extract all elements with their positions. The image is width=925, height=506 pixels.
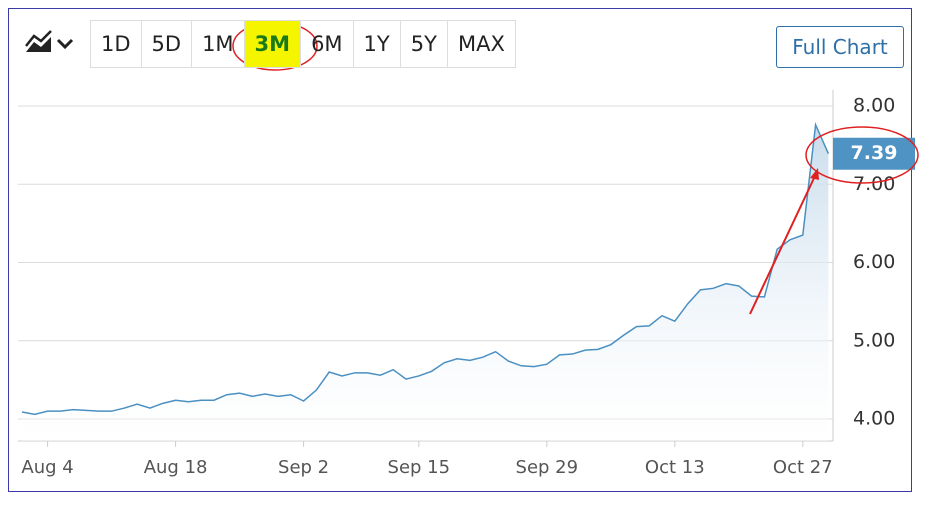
range-button[interactable]: MAX (446, 20, 516, 68)
range-button[interactable]: 3M (243, 20, 302, 68)
annotation-circle (805, 126, 919, 184)
chart-type-icon[interactable] (25, 30, 74, 52)
range-button[interactable]: 5D (140, 20, 193, 68)
x-tick-label: Oct 27 (773, 457, 833, 478)
annotation-arrow (749, 168, 819, 315)
x-tick-label: Aug 18 (144, 457, 208, 478)
range-button[interactable]: 6M (300, 20, 354, 68)
widget-frame (8, 8, 912, 492)
x-tick-label: Sep 2 (278, 457, 329, 478)
y-tick-label: 7.00 (853, 173, 895, 195)
x-tick-label: Sep 15 (388, 457, 451, 478)
range-button[interactable]: 1Y (352, 20, 401, 68)
range-button[interactable]: 1M (191, 20, 245, 68)
price-line (21, 121, 830, 416)
range-selector: 1D 5D 1M 3M 6M 1Y 5Y MAX (90, 20, 516, 68)
y-tick-label: 4.00 (853, 408, 895, 430)
full-chart-button[interactable]: Full Chart (776, 26, 904, 68)
range-button[interactable]: 1D (90, 20, 142, 68)
last-price-label: 7.39 (851, 142, 898, 164)
y-tick-label: 5.00 (853, 329, 895, 351)
y-tick-label: 6.00 (853, 251, 895, 273)
last-price-box (833, 137, 915, 170)
x-tick-label: Sep 29 (516, 457, 579, 478)
range-button[interactable]: 5Y (399, 20, 448, 68)
x-tick-label: Oct 13 (645, 457, 705, 478)
area-fill (22, 124, 829, 441)
y-tick-label: 8.00 (853, 95, 895, 117)
x-tick-label: Aug 4 (21, 457, 73, 478)
